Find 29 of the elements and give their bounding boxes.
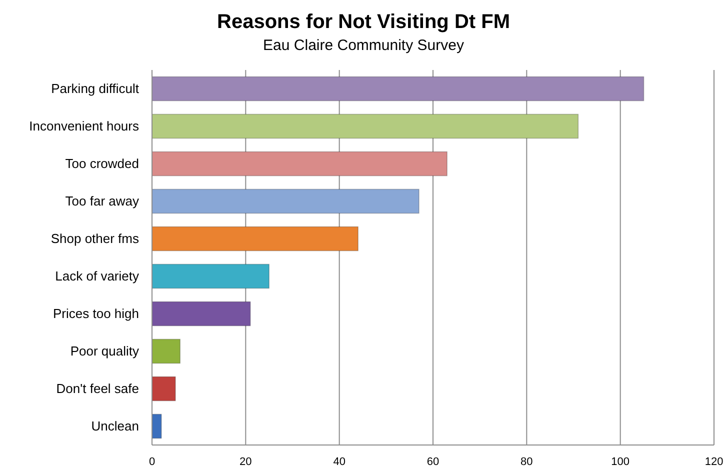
y-tick-label: Poor quality — [70, 343, 140, 358]
y-tick-label: Parking difficult — [51, 80, 140, 96]
bar — [152, 226, 358, 252]
y-tick-label: Inconvenient hours — [29, 118, 140, 134]
bar — [152, 76, 644, 102]
y-tick-label: Too far away — [65, 193, 140, 208]
bar — [152, 151, 448, 176]
y-tick-label: Lack of variety — [55, 268, 140, 284]
bar — [152, 114, 579, 139]
x-tick-label: 0 — [148, 456, 156, 468]
bar — [152, 264, 270, 289]
y-tick-label: Don't feel safe — [56, 380, 139, 396]
chart-subtitle: Eau Claire Community Survey — [263, 37, 464, 54]
y-tick-label: Prices too high — [53, 306, 139, 321]
x-tick-label: 120 — [704, 456, 724, 468]
x-tick-label: 80 — [520, 456, 533, 468]
bar — [152, 338, 180, 364]
bar — [152, 414, 162, 439]
bar — [152, 301, 251, 326]
x-tick-label: 40 — [333, 456, 346, 468]
chart-title: Reasons for Not Visiting Dt FM — [217, 11, 510, 33]
x-tick-label: 100 — [611, 456, 630, 468]
y-tick-label: Unclean — [91, 418, 139, 434]
y-tick-label: Too crowded — [65, 156, 139, 171]
x-tick-label: 20 — [240, 456, 252, 468]
y-tick-label: Shop other fms — [50, 230, 140, 246]
bar — [152, 376, 176, 402]
bar — [152, 188, 420, 214]
x-tick-label: 60 — [426, 456, 440, 468]
